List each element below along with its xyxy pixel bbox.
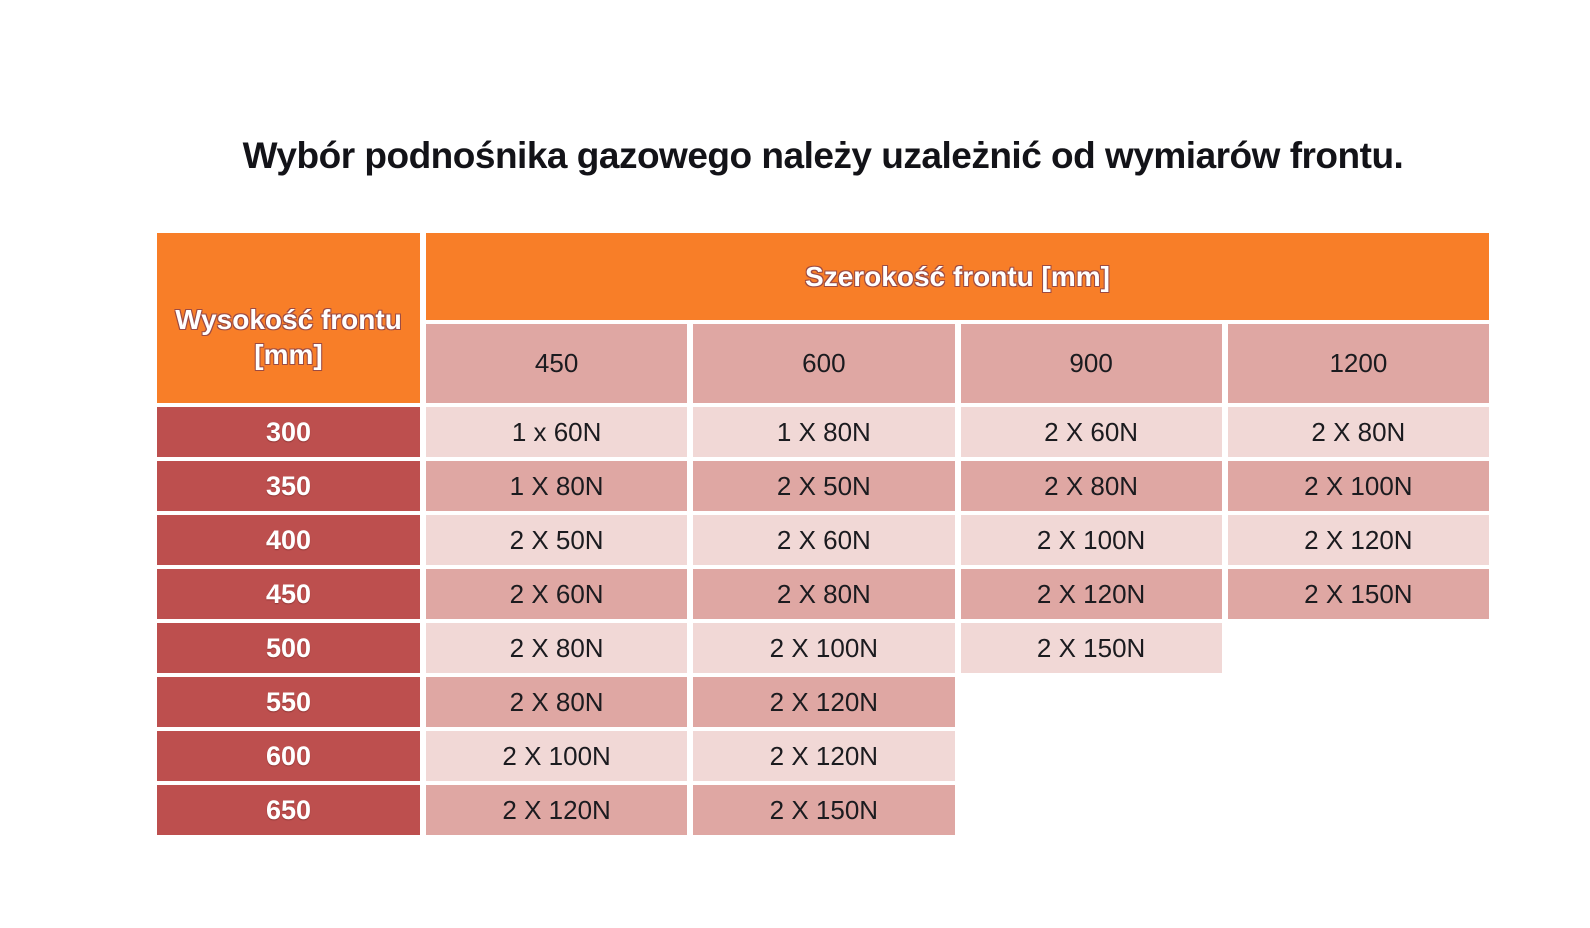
col-axis-header: Szerokość frontu [mm] [426,233,1489,320]
table-cell: 2 X 60N [693,515,955,565]
table-cell: 2 X 80N [693,569,955,619]
row-axis-header-line1: Wysokość frontu [175,304,402,335]
table-cell-empty [1228,677,1489,727]
col-axis-header-label: Szerokość frontu [mm] [805,260,1110,292]
row-header-600: 600 [157,731,420,781]
table-cell: 2 X 150N [960,623,1222,673]
row-header-350: 350 [157,461,420,511]
table-cell: 2 X 80N [426,623,688,673]
table-cell: 2 X 100N [960,515,1222,565]
table-cell: 2 X 120N [1227,515,1489,565]
table-cell: 1 x 60N [426,407,688,457]
row-header-400: 400 [157,515,420,565]
table-cell: 2 X 120N [960,569,1222,619]
table-cell: 2 X 50N [426,515,688,565]
col-header-900: 900 [960,324,1222,403]
table-cell: 1 X 80N [426,461,688,511]
col-header-600: 600 [693,324,955,403]
table-cell: 2 X 100N [1227,461,1489,511]
table-cell: 2 X 120N [693,731,955,781]
table-cell: 2 X 80N [426,677,688,727]
table-cell: 2 X 120N [693,677,955,727]
row-axis-header-line2: [mm] [254,339,323,370]
row-axis-header: Wysokość frontu [mm] [157,233,420,403]
col-header-450: 450 [426,324,688,403]
row-header-300: 300 [157,407,420,457]
table-cell: 2 X 100N [693,623,955,673]
table-cell: 2 X 80N [1227,407,1489,457]
table-cell: 2 X 120N [426,785,688,835]
table-cell-empty [1228,785,1489,835]
table-cell: 1 X 80N [693,407,955,457]
table-cell-empty [961,785,1222,835]
table-cell: 2 X 60N [960,407,1222,457]
table-cell: 2 X 150N [1227,569,1489,619]
row-header-650: 650 [157,785,420,835]
table-cell-empty [1228,731,1489,781]
table-cell: 2 X 150N [693,785,955,835]
gas-lift-selection-table: Wysokość frontu [mm] Szerokość frontu [m… [157,233,1489,835]
col-header-1200: 1200 [1227,324,1489,403]
row-header-500: 500 [157,623,420,673]
row-header-450: 450 [157,569,420,619]
table-cell: 2 X 50N [693,461,955,511]
row-header-550: 550 [157,677,420,727]
table-cell: 2 X 80N [960,461,1222,511]
table-cell-empty [961,677,1222,727]
table-cell: 2 X 100N [426,731,688,781]
table-cell: 2 X 60N [426,569,688,619]
table-cell-empty [961,731,1222,781]
page-title: Wybór podnośnika gazowego należy uzależn… [242,135,1404,176]
table-cell-empty [1228,623,1489,673]
